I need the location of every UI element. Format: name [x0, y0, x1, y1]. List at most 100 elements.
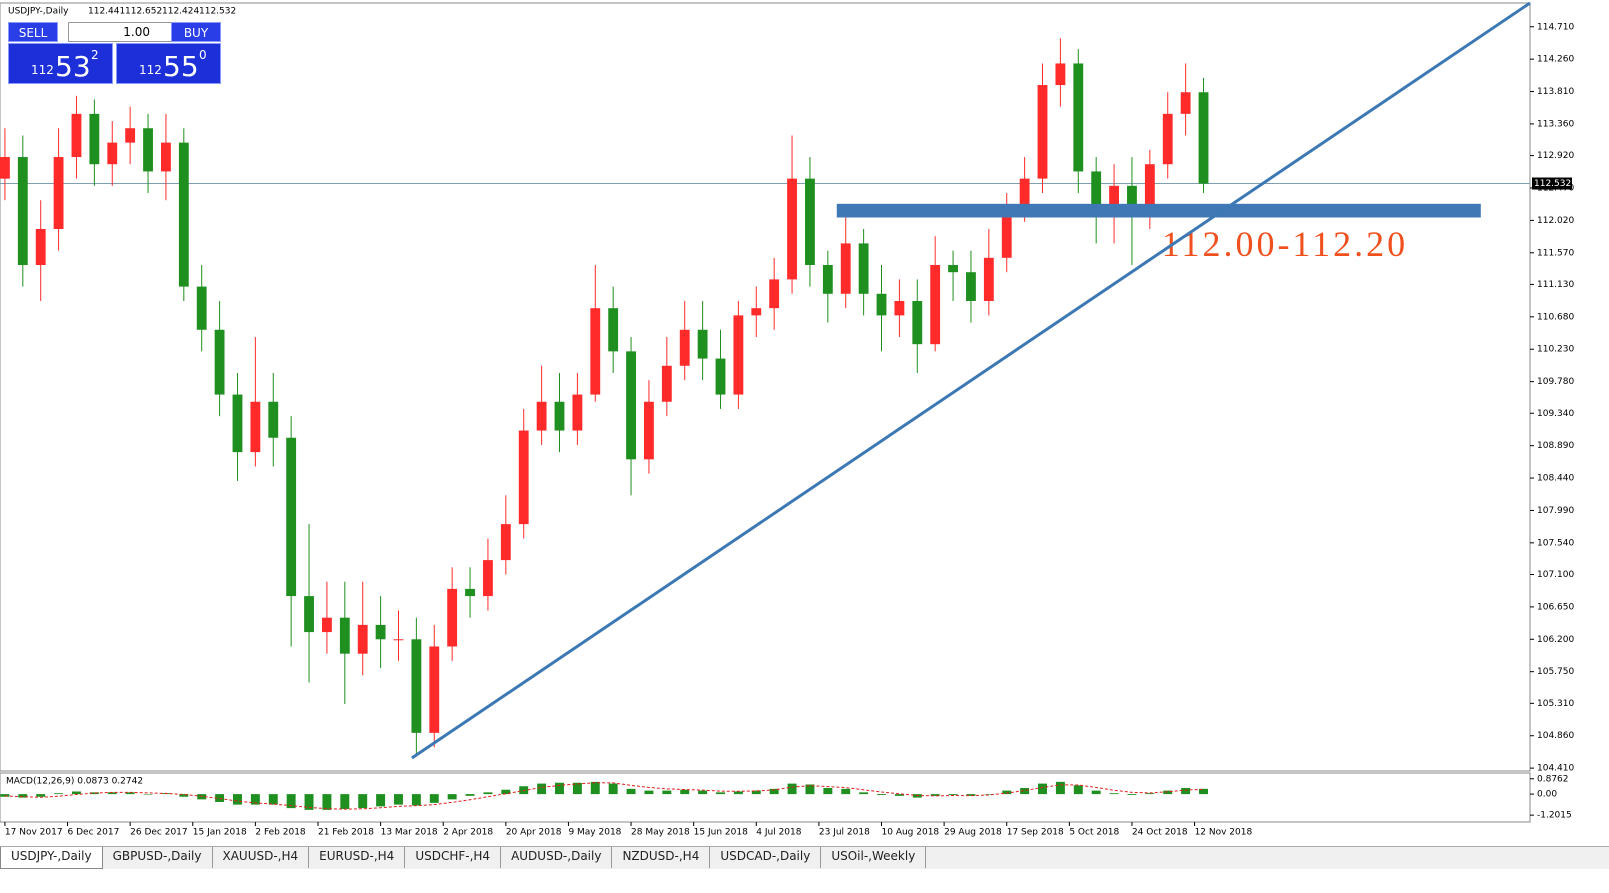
candle-body — [983, 257, 994, 301]
ohlc-value: 112.424 — [162, 7, 199, 17]
candle-body — [1127, 185, 1137, 215]
candle-body — [876, 293, 887, 316]
trendline — [411, 1, 1531, 760]
candle-body — [679, 329, 690, 366]
chart-tab[interactable]: AUDUSD-,Daily — [501, 847, 613, 868]
macd-bar — [716, 792, 725, 795]
y-tick-label: 107.990 — [1537, 506, 1574, 516]
y-tick-label: 107.540 — [1537, 538, 1574, 548]
candle-body — [536, 401, 547, 431]
y-tick-label: 110.230 — [1537, 345, 1574, 355]
macd-bar — [233, 794, 242, 805]
macd-bar — [1055, 781, 1065, 795]
chart-tab[interactable]: XAUUSD-,H4 — [213, 847, 310, 868]
candle-body — [1198, 92, 1209, 184]
macd-bar — [877, 794, 886, 795]
sell-button[interactable]: SELL — [8, 22, 58, 42]
chart-tab[interactable]: GBPUSD-,Daily — [103, 847, 213, 868]
candle-body — [769, 279, 780, 309]
x-tick-label: 15 Jan 2018 — [193, 828, 247, 838]
macd-bar — [662, 790, 672, 795]
chart-tab[interactable]: EURUSD-,H4 — [309, 847, 406, 868]
sell-quote[interactable]: 112 53 2 — [8, 43, 113, 84]
macd-bar — [18, 794, 28, 798]
candle-body — [697, 329, 708, 359]
candle-body — [590, 308, 601, 395]
candle-body — [304, 596, 314, 633]
y-tick-label: 0.8762 — [1537, 774, 1569, 784]
candle-body — [894, 300, 905, 316]
macd-bar — [429, 794, 439, 803]
macd-bar — [1109, 793, 1119, 795]
x-tick-label: 6 Dec 2017 — [68, 828, 120, 838]
y-tick-label: 114.710 — [1537, 22, 1574, 32]
plot-frame — [0, 2, 1531, 772]
y-tick-label: 111.570 — [1537, 248, 1574, 258]
macd-bar — [1073, 785, 1083, 795]
candle-body — [35, 229, 46, 265]
macd-bar — [340, 794, 350, 809]
chart: USDJPY-,Daily 112.441 112.652 112.424 112.5… — [0, 1, 1574, 838]
trade-panel: SELL 1.00 BUY 112 53 2 112 55 0 — [8, 22, 221, 84]
x-tick-label: 12 Nov 2018 — [1195, 828, 1253, 838]
macd-bar — [54, 793, 64, 795]
macd-bar — [537, 783, 547, 795]
candle-body — [196, 286, 207, 330]
macd-bar — [698, 790, 708, 795]
chart-tab[interactable]: USDJPY-,Daily — [0, 847, 103, 869]
macd-bar — [841, 788, 851, 795]
macd-bar — [948, 794, 958, 795]
buy-button[interactable]: BUY — [171, 22, 221, 42]
lot-input[interactable]: 1.00 — [68, 22, 173, 42]
candle-body — [178, 142, 189, 287]
macd-bar — [894, 794, 904, 796]
candle-body — [339, 617, 350, 654]
candle-body — [608, 308, 619, 352]
tab-bar: USDJPY-,Daily GBPUSD-,Daily XAUUSD-,H4 EURU… — [0, 846, 1609, 869]
price-main: 55 — [163, 50, 199, 83]
x-tick-label: 17 Nov 2017 — [5, 828, 63, 838]
macd-bar — [966, 794, 976, 796]
macd-bar — [483, 792, 493, 795]
chart-tab[interactable]: USDCHF-,H4 — [405, 847, 502, 868]
chart-tab[interactable]: USDCAD-,Daily — [710, 847, 822, 868]
macd-bar — [626, 788, 636, 795]
macd-bar — [411, 794, 421, 806]
macd-bar — [984, 794, 994, 795]
macd-bar — [1002, 790, 1012, 795]
ohlc-value: 112.441 — [88, 7, 125, 17]
buy-quote[interactable]: 112 55 0 — [116, 43, 221, 84]
macd-bar — [89, 792, 99, 795]
candle-body — [483, 560, 493, 597]
x-tick-label: 2 Feb 2018 — [255, 828, 306, 838]
macd-bar — [1181, 787, 1191, 795]
macd-bar — [644, 790, 654, 795]
macd-bar — [787, 783, 797, 795]
macd-bar — [1127, 794, 1137, 795]
candle-body — [822, 264, 833, 294]
candle-body — [1180, 92, 1191, 114]
candle-body — [661, 365, 672, 402]
price-tag — [1532, 177, 1572, 190]
y-tick-label: 113.810 — [1537, 87, 1574, 97]
macd-bar — [394, 794, 403, 805]
price-tag-label: 112.532 — [1534, 179, 1571, 189]
y-tick-label: 111.130 — [1537, 280, 1574, 290]
candle-body — [71, 113, 82, 158]
macd-title: MACD(12,26,9) 0.0873 0.2742 — [6, 777, 143, 787]
macd-bar — [1199, 788, 1208, 795]
x-tick-label: 28 May 2018 — [631, 828, 690, 838]
candle-body — [787, 178, 797, 280]
x-tick-label: 21 Feb 2018 — [318, 828, 374, 838]
y-tick-label: 108.890 — [1537, 441, 1574, 451]
chart-tab[interactable]: USOil-,Weekly — [821, 847, 927, 868]
candle-body — [966, 272, 976, 301]
candle-body — [715, 358, 726, 395]
chart-tab[interactable]: NZDUSD-,H4 — [612, 847, 711, 868]
zone-label: 112.00-112.20 — [1162, 224, 1408, 264]
y-tick-label: 106.650 — [1537, 602, 1574, 612]
candle-body — [1162, 113, 1173, 165]
candle-body — [53, 157, 64, 230]
candle-body — [17, 157, 28, 265]
